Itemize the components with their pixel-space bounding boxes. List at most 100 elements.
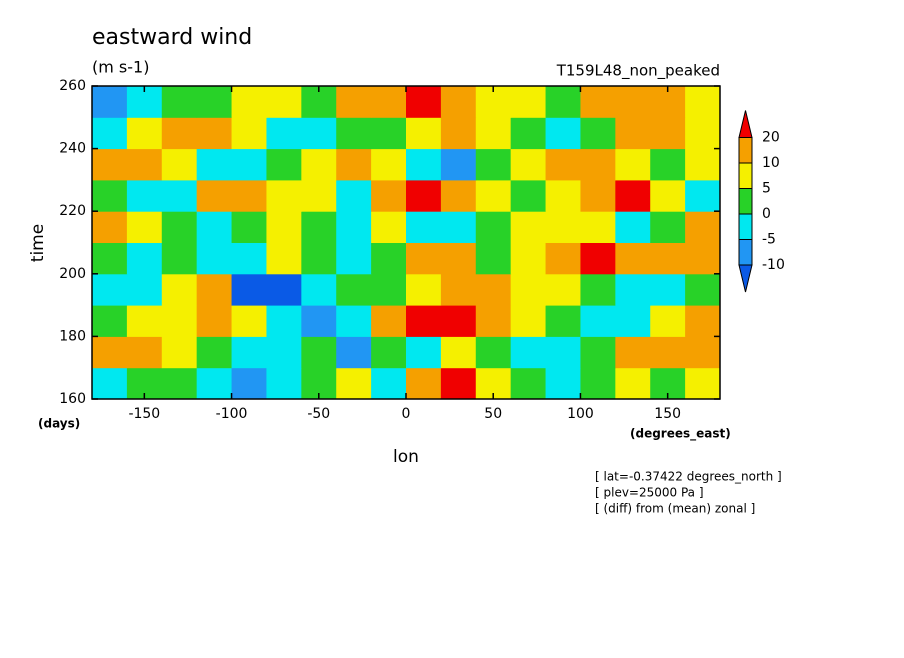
field-cell [580,336,616,369]
field-cell [545,148,581,181]
field-cell [685,336,721,369]
field-cell [650,273,686,306]
field-cell [161,211,198,243]
field-cell [371,211,407,243]
field-cell [440,242,477,275]
field-cell [615,148,651,181]
field-cell [371,336,407,369]
field-cell [161,305,198,337]
field-cell [615,336,651,369]
y-tick-label: 220 [59,203,86,219]
field-cell [196,148,233,181]
colorbar-label: 20 [762,130,780,146]
field-cell [266,148,302,181]
field-cell [126,179,163,212]
field-cell [92,305,128,337]
field-cell [475,211,512,243]
field-cell [440,305,477,337]
field-cell [615,367,651,400]
field-cell [615,242,651,275]
field-cell [336,305,372,337]
field-cell [196,179,233,212]
field-cell [196,273,233,306]
field-cell [545,242,581,275]
field-cell [615,211,651,243]
field-cell [336,179,372,212]
x-tick-label: 100 [567,406,594,422]
field-cell [475,117,512,150]
field-cell [336,336,372,369]
colorbar: -10 -5 0 5 10 20 [738,110,785,293]
field-cell [266,211,302,243]
field-cell [231,179,267,212]
field-cell [510,273,547,306]
field-cell [650,179,686,212]
field-cell [196,86,233,118]
field-cell [301,179,337,212]
chart-subtitle: (m s-1) [92,58,149,77]
field-cell [406,86,442,118]
field-cell [231,336,267,369]
field-cell [301,211,337,243]
field-cell [231,273,267,306]
x-tick-label: 150 [654,406,681,422]
field-cell [126,211,163,243]
field-cell [510,86,547,118]
axes: -150 -100 -50 0 50 100 150 160 180 200 220 240 260 [59,78,721,422]
field-cell [650,336,686,369]
chart-title: eastward wind [92,25,252,50]
field-cell [92,242,128,275]
colorbar-segment [738,264,753,293]
field-cell [650,305,686,337]
field-cell [615,86,651,118]
field-cell [161,242,198,275]
field-cell [615,273,651,306]
run-label: T159L48_non_peaked [556,62,720,81]
field-cell [685,179,721,212]
field-cell [406,367,442,400]
field-cell [92,117,128,150]
field-cell [301,148,337,181]
field-cell [406,336,442,369]
field-cell [161,179,198,212]
field-cell [545,367,581,400]
field-cell [266,117,302,150]
field-cell [371,86,407,118]
field-cell [545,305,581,337]
colorbar-label: 5 [762,181,771,197]
field-cell [161,86,198,118]
field-cell [92,148,128,181]
field-cell [266,86,302,118]
field-cell [545,273,581,306]
field-cell [126,305,163,337]
field-cell [126,148,163,181]
y-axis-unit: (days) [38,417,80,431]
field-cell [685,86,721,118]
field-cell [406,242,442,275]
note: [ plev=25000 Pa ] [595,486,704,500]
field-cell [231,305,267,337]
field-cell [440,336,477,369]
field-cell [196,117,233,150]
field-cell [336,242,372,275]
y-tick-label: 240 [59,141,86,157]
field-cell [685,117,721,150]
field-cell [231,242,267,275]
y-tick-label: 180 [59,328,86,344]
field-cell [545,179,581,212]
field-cell [92,367,128,400]
colorbar-label: -10 [762,257,785,273]
field-cell [580,367,616,400]
field-cell [406,273,442,306]
field-cell [336,273,372,306]
field-cell [510,117,547,150]
colorbar-segment [738,137,753,164]
field-cell [161,336,198,369]
colorbar-segment [738,239,753,266]
field-cell [406,211,442,243]
field-cell [301,117,337,150]
field-cell [336,117,372,150]
field-cell [196,336,233,369]
field-cell [475,336,512,369]
field-cell [685,305,721,337]
